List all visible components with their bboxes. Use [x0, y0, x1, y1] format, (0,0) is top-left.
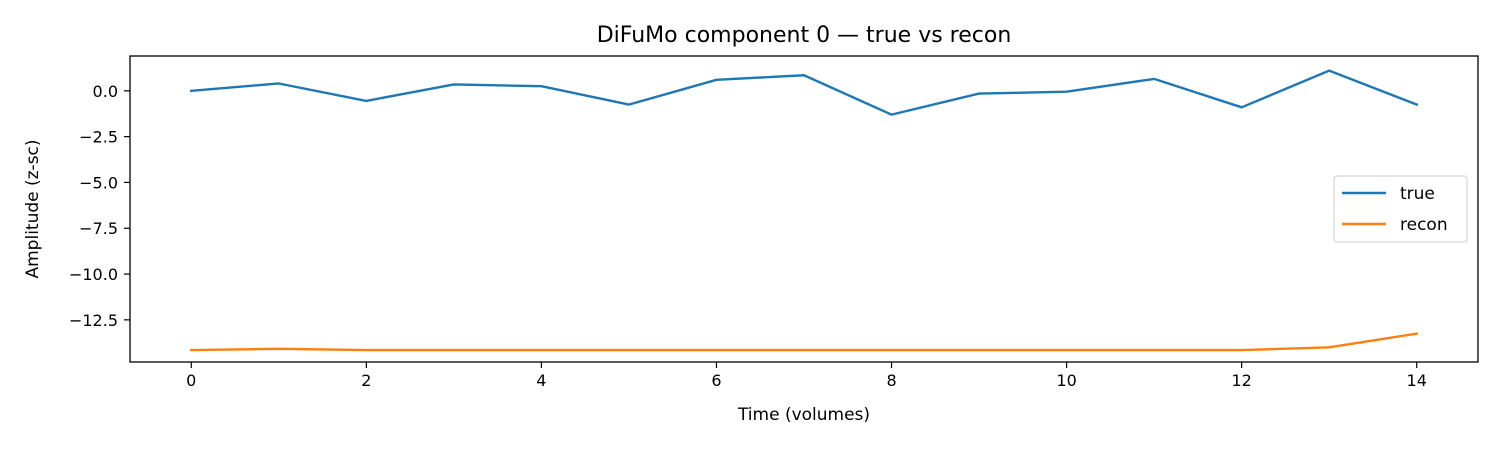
y-tick-label: 0.0 — [93, 82, 118, 101]
x-tick-label: 12 — [1231, 371, 1251, 390]
x-axis-label: Time (volumes) — [737, 405, 870, 425]
x-tick-label: 0 — [186, 371, 196, 390]
legend-label-recon: recon — [1400, 215, 1448, 235]
legend: true recon — [1333, 175, 1468, 243]
plot-area — [189, 69, 1419, 352]
y-tick-label: −12.5 — [69, 311, 118, 330]
x-tick-label: 4 — [536, 371, 546, 390]
y-axis-label: Amplitude (z-sc) — [23, 139, 43, 278]
x-tick-label: 6 — [711, 371, 721, 390]
y-tick-label: −5.0 — [79, 173, 118, 192]
y-tick-label: −2.5 — [79, 128, 118, 147]
series-line-recon — [190, 332, 1419, 352]
x-tick-label: 2 — [361, 371, 371, 390]
axes-frame — [129, 55, 1479, 363]
x-tick-label: 14 — [1407, 371, 1427, 390]
x-tick-label: 10 — [1056, 371, 1076, 390]
axes: 0 2 4 6 8 10 12 14 0.0 −2.5 −5.0 −7.5 −10.0 −12.5 — [69, 82, 1427, 390]
legend-label-true: true — [1400, 184, 1435, 204]
chart-title: DiFuMo component 0 — true vs recon — [597, 23, 1012, 48]
y-tick-label: −10.0 — [69, 265, 118, 284]
y-tick-label: −7.5 — [79, 219, 118, 238]
series-line-true — [189, 69, 1419, 116]
x-tick-label: 8 — [886, 371, 896, 390]
